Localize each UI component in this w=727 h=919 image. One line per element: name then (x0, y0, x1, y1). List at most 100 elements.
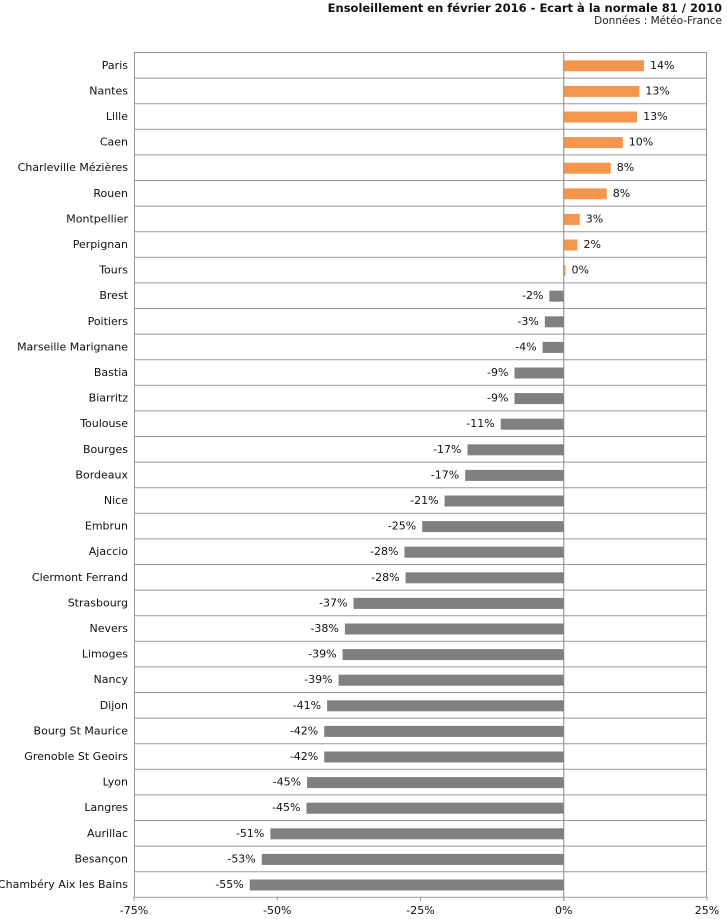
value-label: -51% (236, 827, 264, 840)
bar-12 (542, 341, 564, 353)
bar-32 (261, 853, 564, 865)
category-label: Lyon (103, 776, 128, 789)
category-label: Toulouse (79, 417, 128, 430)
bar-30 (306, 802, 564, 814)
x-tick-label: -25% (406, 904, 434, 917)
value-label: -25% (388, 520, 416, 533)
value-label: -42% (290, 750, 318, 763)
value-label: -55% (215, 878, 243, 891)
category-label: Aurillac (87, 827, 128, 840)
bar-8 (563, 239, 578, 251)
category-label: Rouen (93, 187, 128, 200)
bar-27 (324, 725, 564, 737)
x-tick-label: 0% (555, 904, 572, 917)
category-label: Dijon (100, 699, 128, 712)
bar-21 (405, 572, 564, 584)
category-label: Bourges (83, 443, 128, 456)
value-label: -38% (310, 622, 338, 635)
value-label: 14% (650, 59, 674, 72)
bar-26 (327, 700, 564, 712)
value-label: 0% (571, 264, 588, 277)
bar-22 (353, 597, 564, 609)
bar-16 (467, 444, 564, 456)
category-label: Biarritz (89, 392, 129, 405)
value-label: -3% (517, 315, 538, 328)
value-label: -17% (433, 443, 461, 456)
bar-7 (563, 213, 580, 225)
bar-31 (270, 828, 564, 840)
category-label: Lille (106, 110, 128, 123)
x-tick-label: -75% (120, 904, 148, 917)
category-label: Brest (99, 289, 128, 302)
chart-source: Données : Météo-France (594, 15, 722, 27)
bar-25 (338, 674, 564, 686)
category-label: Perpignan (73, 238, 128, 251)
value-label: -53% (227, 852, 255, 865)
chart-title-block: Ensoleillement en février 2016 - Ecart à… (328, 1, 722, 27)
value-label: 3% (586, 212, 603, 225)
bar-23 (344, 623, 564, 635)
bar-33 (249, 879, 564, 891)
category-label: Strasbourg (68, 596, 128, 609)
value-label: 13% (643, 110, 667, 123)
value-label: -4% (515, 340, 536, 353)
category-label: Bastia (94, 366, 128, 379)
bar-17 (465, 469, 564, 481)
bar-6 (563, 188, 607, 200)
bar-2 (563, 85, 640, 97)
value-label: 8% (613, 187, 630, 200)
category-label: Nevers (89, 622, 128, 635)
bar-13 (514, 367, 564, 379)
x-tick-label: 25% (695, 904, 719, 917)
category-label: Nice (104, 494, 128, 507)
category-label: Nancy (94, 673, 129, 686)
value-label: -9% (487, 366, 508, 379)
value-label: -28% (371, 571, 399, 584)
bar-11 (544, 316, 564, 328)
value-label: -28% (370, 545, 398, 558)
value-label: -42% (290, 724, 318, 737)
bar-3 (563, 111, 638, 123)
bar-4 (563, 137, 623, 149)
category-label: Embrun (85, 520, 128, 533)
value-label: 10% (629, 136, 653, 149)
bar-15 (500, 418, 564, 430)
value-label: -45% (273, 776, 301, 789)
value-label: -37% (319, 596, 347, 609)
value-label: 2% (584, 238, 601, 251)
category-label: Caen (100, 136, 128, 149)
category-label: Langres (84, 801, 128, 814)
value-label: -17% (431, 468, 459, 481)
bar-1 (563, 60, 644, 72)
value-label: -41% (293, 699, 321, 712)
bar-5 (563, 162, 611, 174)
category-label: Clermont Ferrand (32, 571, 128, 584)
bar-14 (514, 393, 564, 405)
value-label: -2% (522, 289, 543, 302)
category-label: Ajaccio (89, 545, 128, 558)
category-label: Paris (102, 59, 128, 72)
bar-29 (307, 777, 564, 789)
bar-19 (422, 521, 564, 533)
value-label: -9% (487, 392, 508, 405)
bar-24 (342, 649, 564, 661)
bar-20 (404, 546, 564, 558)
value-label: -11% (466, 417, 494, 430)
category-label: Tours (98, 264, 128, 277)
category-label: Poitiers (88, 315, 129, 328)
category-label: Bordeaux (75, 468, 128, 481)
category-label: Montpellier (66, 212, 128, 225)
category-label: Nantes (89, 84, 128, 97)
category-label: Grenoble St Geoirs (24, 750, 128, 763)
value-label: 13% (645, 84, 669, 97)
bar-18 (444, 495, 564, 507)
value-label: -21% (410, 494, 438, 507)
value-label: -39% (308, 648, 336, 661)
value-label: -45% (272, 801, 300, 814)
category-label: Besançon (74, 852, 128, 865)
category-label: Limoges (82, 648, 128, 661)
bar-10 (549, 290, 564, 302)
bar-9 (563, 265, 566, 277)
category-label: Bourg St Maurice (34, 724, 129, 737)
